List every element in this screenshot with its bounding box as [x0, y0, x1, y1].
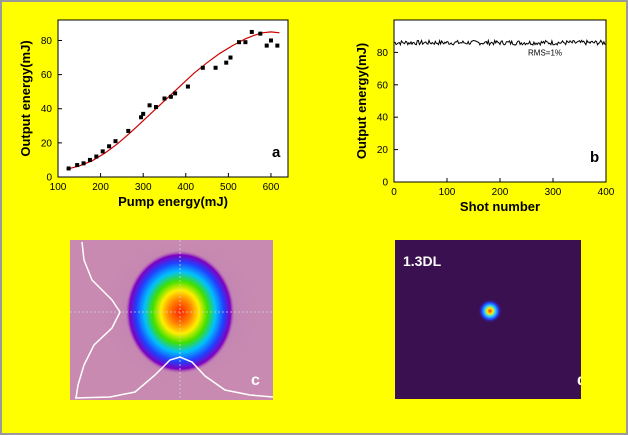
b-x-tick-label: 400: [598, 187, 615, 198]
a-y-tick-label: 0: [46, 173, 52, 184]
a-x-tick-label: 200: [92, 182, 109, 193]
a-x-tick-label: 100: [50, 182, 67, 193]
beam-quality-label: 1.3DL: [403, 253, 442, 269]
b-energy-trace: [393, 38, 607, 47]
a-data-point: [107, 144, 112, 149]
a-data-point: [100, 149, 105, 154]
beam-profile-graphic: [70, 240, 273, 400]
a-data-point: [275, 43, 280, 48]
a-data-point: [147, 103, 152, 108]
a-panel-letter: a: [272, 144, 281, 161]
a-x-tick-label: 400: [177, 182, 194, 193]
chart-a: 100 200 300 400 500 600 0 20 40 60 80 Pump energy(m…: [18, 19, 289, 209]
a-data-point: [94, 154, 99, 159]
a-data-point: [264, 43, 269, 48]
a-y-tick-label: 20: [41, 138, 53, 149]
a-x-axis-label: Pump energy(mJ): [118, 194, 228, 209]
a-data-point: [228, 55, 233, 60]
a-data-point: [162, 96, 167, 101]
b-y-tick-label: 40: [377, 113, 389, 124]
a-data-point: [268, 38, 273, 43]
b-x-tick-label: 200: [492, 187, 509, 198]
far-field-image-d: 1.3DL d: [395, 240, 581, 399]
a-data-point: [237, 40, 242, 45]
b-y-tick-label: 80: [377, 48, 389, 59]
a-data-point: [66, 166, 71, 171]
panel-letter-c: c: [251, 372, 260, 389]
a-data-point: [75, 163, 80, 168]
panel-letter-d: d: [577, 372, 581, 390]
a-y-tick-label: 80: [41, 36, 53, 47]
a-data-point: [173, 91, 178, 96]
chart-b: 0 100 200 300 400 0 20 40 60 80 Shot number Output …: [354, 19, 615, 214]
a-data-point: [200, 65, 205, 70]
b-x-axis-label: Shot number: [460, 199, 540, 214]
a-data-point: [113, 139, 118, 144]
a-x-tick-label: 500: [220, 182, 237, 193]
a-data-point: [153, 105, 158, 110]
b-rms-annotation: RMS=1%: [528, 49, 562, 58]
a-fit-curve: [66, 31, 280, 170]
a-plot-area: [57, 19, 289, 178]
b-x-tick-label: 100: [439, 187, 456, 198]
a-data-point: [168, 94, 173, 99]
a-data-point: [185, 84, 190, 89]
a-y-tick-label: 40: [41, 104, 53, 115]
b-y-tick-label: 20: [377, 145, 389, 156]
b-y-axis-label: Output energy(mJ): [354, 43, 369, 159]
a-data-point: [87, 157, 92, 162]
a-y-axis-label: Output energy(mJ): [18, 40, 33, 156]
a-x-tick-label: 300: [135, 182, 152, 193]
a-x-tick-label: 600: [263, 182, 280, 193]
a-data-point: [81, 161, 86, 166]
b-y-tick-label: 60: [377, 80, 389, 91]
a-data-point: [139, 115, 144, 120]
b-x-tick-label: 300: [545, 187, 562, 198]
a-data-point: [213, 65, 218, 70]
far-field-spot-graphic: [478, 299, 502, 323]
a-data-point: [224, 60, 229, 65]
a-data-point: [243, 40, 248, 45]
a-data-point: [126, 128, 131, 133]
b-y-tick-label: 0: [382, 178, 388, 189]
b-panel-letter: b: [590, 149, 599, 166]
beam-profile-image-c: c: [70, 240, 273, 400]
b-plot-area: [393, 19, 607, 183]
b-x-tick-label: 0: [391, 187, 397, 198]
a-data-point: [258, 31, 263, 36]
a-data-point: [141, 111, 146, 116]
a-y-tick-label: 60: [41, 70, 53, 81]
a-data-point: [249, 29, 254, 34]
